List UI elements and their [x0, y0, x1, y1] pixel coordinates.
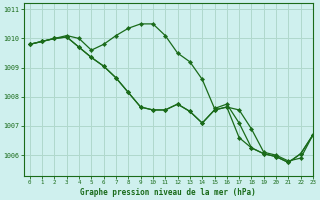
X-axis label: Graphe pression niveau de la mer (hPa): Graphe pression niveau de la mer (hPa)	[80, 188, 256, 197]
